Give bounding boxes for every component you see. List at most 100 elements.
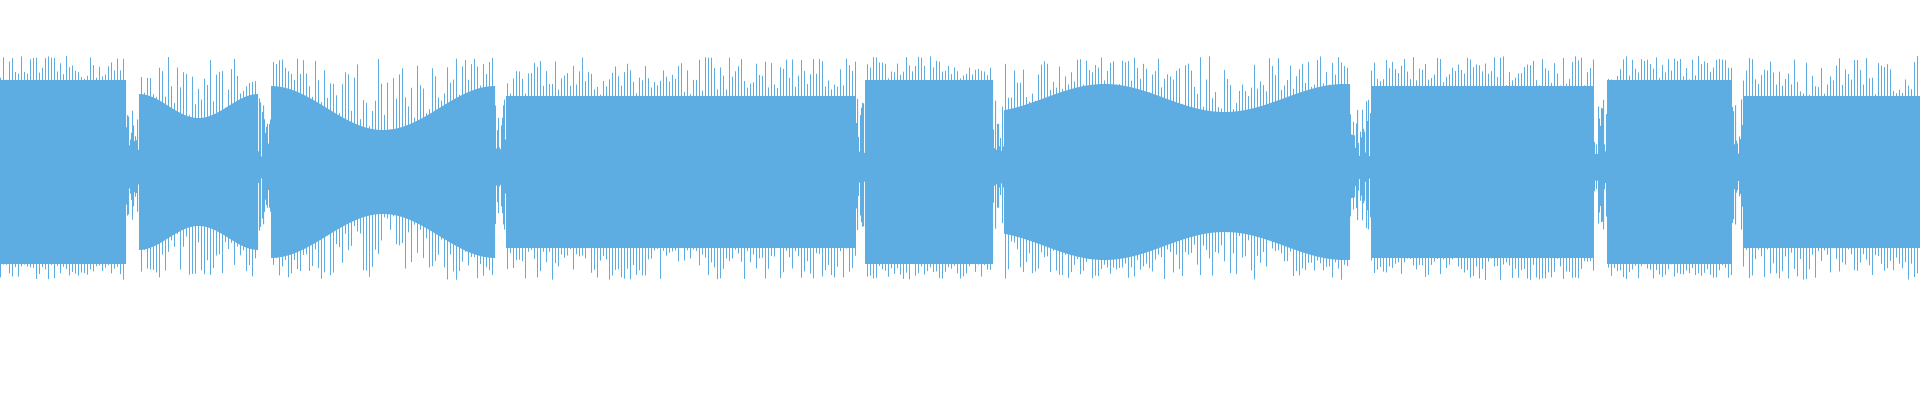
waveform-bar [346, 119, 348, 225]
waveform-bar [320, 104, 322, 240]
waveform-bar [195, 104, 196, 274]
waveform-bar [1829, 96, 1831, 248]
waveform-bar [585, 81, 586, 259]
waveform-bar [753, 82, 754, 255]
waveform-bar [928, 80, 930, 264]
waveform-bar [302, 94, 304, 250]
waveform-bar [1683, 76, 1684, 275]
waveform-bar [1810, 96, 1812, 248]
waveform-bar [1712, 80, 1714, 264]
waveform-bar [1087, 85, 1089, 259]
waveform-bar [1762, 96, 1764, 248]
waveform-bar [1880, 96, 1882, 248]
waveform-bar [618, 76, 619, 270]
waveform-bar [1037, 100, 1039, 244]
waveform-bar [642, 80, 643, 276]
waveform-bar [1097, 84, 1099, 260]
waveform-bar [1841, 96, 1843, 248]
waveform-bar [834, 84, 835, 278]
waveform-bar [1148, 92, 1150, 252]
waveform-bar [1124, 85, 1126, 259]
waveform-bar [157, 99, 159, 245]
waveform-bar [48, 56, 49, 280]
waveform-bar [1506, 85, 1507, 263]
waveform-bar [1143, 63, 1144, 267]
waveform-bar [518, 96, 520, 248]
waveform-bar [1031, 102, 1033, 242]
waveform-bar [1250, 108, 1252, 236]
waveform-bar [679, 96, 681, 248]
waveform-bar [377, 129, 379, 215]
waveform-bar [1286, 97, 1288, 247]
waveform-bar [1543, 86, 1545, 258]
waveform-bar [4, 80, 6, 264]
waveform-bar [1601, 107, 1603, 223]
waveform-bar [1218, 107, 1219, 254]
waveform-bar [1230, 84, 1231, 274]
waveform-bar [406, 125, 408, 219]
waveform-bar [1348, 84, 1350, 260]
waveform-bar [1722, 59, 1723, 266]
waveform-bar [1355, 147, 1357, 187]
waveform-bar [1120, 85, 1122, 259]
waveform-bar [339, 113, 340, 248]
waveform-bar [26, 80, 28, 264]
waveform-bar [1383, 79, 1384, 272]
waveform-bar [1144, 91, 1146, 253]
waveform-bar [560, 96, 562, 248]
waveform-bar [947, 80, 949, 264]
waveform-bar [182, 114, 184, 230]
waveform-bar [765, 61, 766, 279]
waveform-bar [645, 65, 646, 276]
waveform-bar [1551, 82, 1552, 278]
waveform-bar [1047, 63, 1048, 257]
waveform-bar [1206, 79, 1207, 250]
waveform-bar [57, 71, 58, 266]
waveform-bar [908, 80, 910, 264]
waveform-bar [648, 78, 649, 260]
waveform-bar [1836, 65, 1837, 259]
waveform-bar [1603, 99, 1605, 230]
waveform-bar [895, 80, 897, 264]
waveform-bar [596, 96, 598, 248]
waveform-bar [513, 78, 514, 269]
waveform-bar [1093, 84, 1095, 260]
waveform-bar [539, 96, 541, 248]
waveform-bar [1523, 86, 1525, 258]
waveform-bar [547, 96, 549, 248]
waveform-bar [668, 96, 670, 248]
waveform-bar [776, 96, 778, 248]
waveform-bar [1418, 86, 1420, 258]
waveform-bar [1717, 80, 1719, 264]
waveform-bar [1253, 108, 1255, 236]
waveform-bar [1856, 96, 1858, 248]
waveform-bar [1514, 86, 1516, 258]
waveform-bar [1710, 71, 1711, 275]
waveform-bar [1730, 80, 1732, 264]
waveform-bar [1382, 86, 1384, 258]
waveform-bar [1568, 86, 1570, 258]
waveform-bar [995, 100, 997, 229]
waveform-bar [1060, 92, 1062, 252]
waveform-bar [1242, 84, 1243, 258]
waveform-bar [987, 75, 988, 270]
waveform-bar [1687, 80, 1689, 264]
waveform-bar [1429, 86, 1431, 258]
waveform-bar [1118, 84, 1120, 260]
waveform-bar [293, 90, 295, 254]
waveform-bar [287, 88, 289, 256]
waveform-bar [1375, 86, 1377, 258]
waveform-bar [846, 58, 847, 249]
waveform-bar [1790, 96, 1792, 248]
waveform-bar [1006, 109, 1008, 235]
waveform-bar [510, 93, 511, 254]
waveform-bar [1328, 85, 1330, 259]
waveform-bar [637, 96, 639, 248]
waveform-bar [1542, 59, 1543, 279]
waveform-bar [1362, 109, 1363, 221]
waveform-bar [455, 98, 457, 246]
waveform-bar [88, 80, 90, 264]
waveform-bar [197, 117, 199, 227]
